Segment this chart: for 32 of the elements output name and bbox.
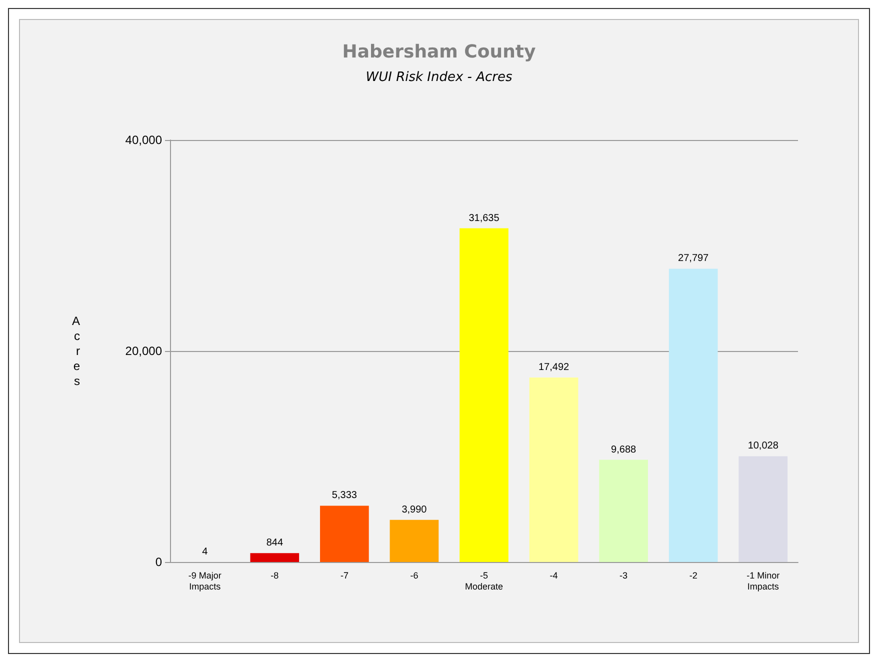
data-label: 17,492 — [538, 362, 570, 373]
x-tick-label: -1 Minor Impacts — [746, 570, 780, 592]
bar — [529, 377, 578, 562]
data-label: 5,333 — [332, 490, 358, 502]
bar — [320, 506, 369, 562]
bar — [460, 228, 508, 562]
y-axis-title: Acres — [72, 314, 80, 388]
y-tick-label: 20,000 — [125, 344, 162, 358]
x-tick-label: -3 — [620, 570, 628, 580]
bar — [390, 520, 439, 562]
data-label: 10,028 — [748, 440, 779, 452]
bar — [599, 460, 648, 562]
data-label: 31,635 — [468, 212, 500, 224]
data-label: 27,797 — [678, 253, 710, 264]
data-label: 3,990 — [402, 504, 428, 516]
data-label: 4 — [202, 546, 208, 558]
x-tick-label: -7 — [340, 570, 348, 580]
x-tick-label: -2 — [689, 570, 698, 580]
chart-subtitle: WUI Risk Index - Acres — [366, 70, 512, 85]
bar — [738, 456, 788, 562]
y-tick-label: 0 — [155, 555, 162, 569]
bar — [250, 553, 300, 562]
bar — [668, 268, 718, 562]
data-label: 844 — [266, 538, 284, 549]
x-tick-label: -6 — [410, 570, 418, 580]
y-tick-label: 40,000 — [125, 133, 162, 147]
x-tick-label: -4 — [550, 570, 558, 580]
chart-title: Habersham County — [342, 42, 536, 62]
x-tick-label: -5 Moderate — [464, 570, 504, 592]
x-tick-label: -8 — [270, 570, 279, 580]
data-label: 9,688 — [611, 444, 637, 456]
x-tick-label: -9 Major Impacts — [188, 570, 222, 592]
